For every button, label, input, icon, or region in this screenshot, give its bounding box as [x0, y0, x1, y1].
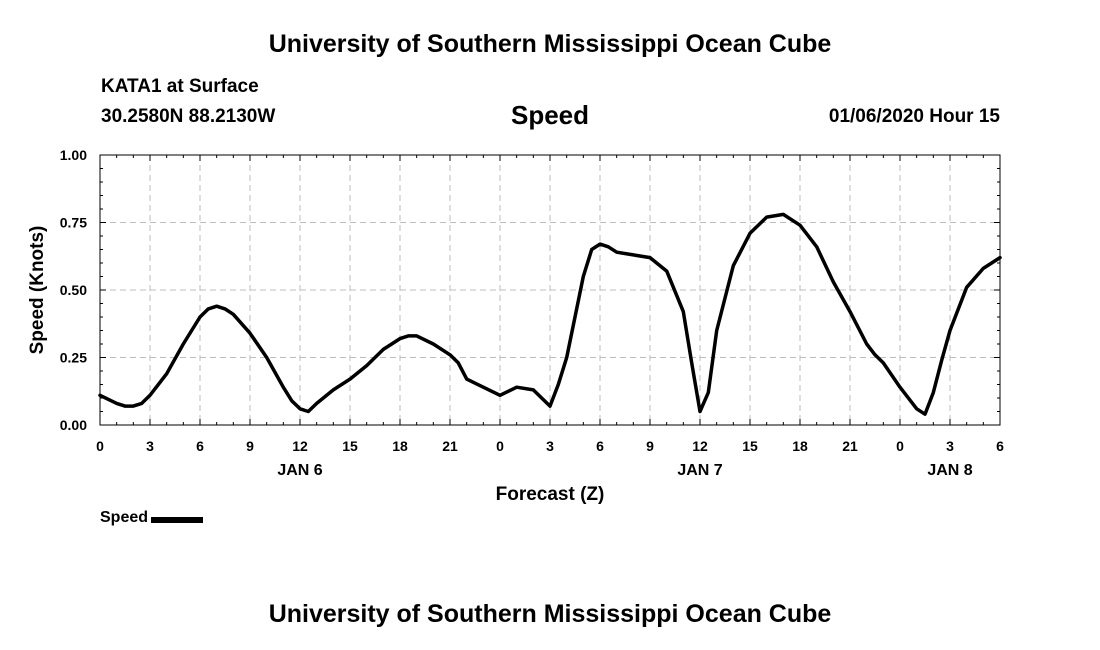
day-label: JAN 6 [277, 462, 322, 479]
footer-title: University of Southern Mississippi Ocean… [268, 600, 832, 628]
x-tick-label: 9 [646, 438, 654, 454]
y-tick-label: 0.25 [60, 350, 87, 366]
x-tick-label: 12 [692, 438, 708, 454]
x-tick-label: 21 [842, 438, 858, 454]
legend: Speed [100, 509, 204, 527]
day-label: JAN 7 [677, 462, 722, 479]
x-tick-label: 3 [946, 438, 954, 454]
y-tick-label: 0.50 [60, 282, 87, 298]
page-title: University of Southern Mississippi Ocean… [268, 30, 832, 58]
legend-label: Speed [100, 509, 149, 526]
y-axis-label: Speed (Knots) [27, 226, 48, 355]
x-tick-label: 6 [596, 438, 604, 454]
x-tick-label: 6 [196, 438, 204, 454]
station-label: KATA1 at Surface [101, 76, 259, 97]
legend-swatch [151, 516, 204, 523]
x-tick-label: 15 [742, 438, 758, 454]
x-tick-label: 15 [342, 438, 358, 454]
x-tick-label: 18 [392, 438, 408, 454]
y-tick-label: 0.00 [60, 417, 87, 433]
x-tick-label: 0 [896, 438, 904, 454]
y-tick-label: 0.75 [60, 215, 87, 231]
coordinates-label: 30.2580N 88.2130W [101, 106, 276, 127]
x-tick-label: 18 [792, 438, 808, 454]
x-tick-label: 21 [442, 438, 458, 454]
x-tick-label: 0 [96, 438, 104, 454]
day-label: JAN 8 [927, 462, 972, 479]
x-tick-label: 0 [496, 438, 504, 454]
speed-series-line [98, 212, 1002, 416]
x-tick-label: 12 [292, 438, 308, 454]
timestamp-label: 01/06/2020 Hour 15 [828, 106, 1000, 127]
x-tick-label: 9 [246, 438, 254, 454]
x-tick-label: 3 [146, 438, 154, 454]
y-tick-label: 1.00 [60, 147, 87, 163]
x-tick-label: 6 [996, 438, 1004, 454]
x-axis-label: Forecast (Z) [496, 484, 605, 505]
x-tick-label: 3 [546, 438, 554, 454]
chart-title: Speed [510, 100, 590, 130]
